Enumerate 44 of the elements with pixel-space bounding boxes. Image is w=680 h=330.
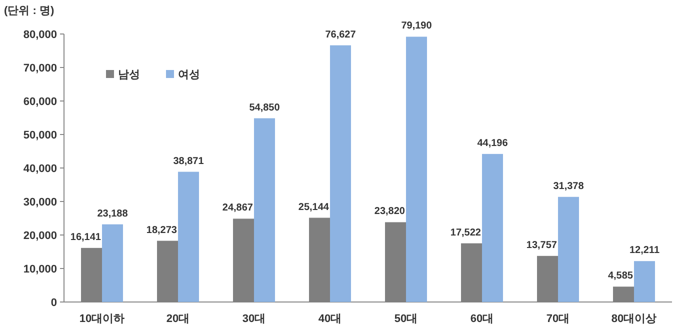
y-tick-label: 70,000 [23,62,57,74]
data-label: 12,211 [629,245,660,256]
bar [254,118,275,302]
bar [406,36,427,302]
y-tick-label: 50,000 [23,130,57,142]
data-label: 31,378 [553,180,584,192]
bar [482,154,503,302]
bar [330,45,351,302]
data-label: 24,867 [222,202,254,214]
x-tick-label: 80대이상 [611,313,657,325]
data-label: 4,585 [608,270,634,282]
data-label: 54,850 [249,102,280,114]
data-label: 76,627 [325,29,356,40]
data-label: 25,144 [298,202,330,213]
legend-label: 여성 [178,69,200,81]
y-axis-title: (단위 : 명) [4,5,54,17]
y-tick-label: 30,000 [23,196,57,208]
x-tick-label: 30대 [242,313,266,325]
bar [634,261,655,302]
bar [558,196,579,302]
x-tick-label: 60대 [470,313,494,325]
legend-label: 남성 [118,69,140,81]
data-label: 23,188 [97,208,128,220]
y-tick-label: 20,000 [23,230,57,242]
y-tick-label: 0 [50,297,57,309]
y-tick-label: 60,000 [23,96,57,108]
data-label: 44,196 [477,138,508,149]
y-tick-label: 40,000 [23,163,57,175]
data-label: 17,522 [450,227,482,238]
x-tick-label: 50대 [394,313,418,325]
data-label: 79,190 [401,20,432,32]
y-tick-label: 80,000 [23,29,57,41]
data-label: 38,871 [173,156,204,167]
x-tick-label: 20대 [166,313,190,325]
y-tick-label: 10,000 [23,264,57,276]
bar [102,224,123,302]
bar [178,172,199,302]
data-label: 18,273 [146,224,178,236]
data-label: 16,141 [70,232,102,243]
x-tick-label: 10대이하 [79,313,125,325]
data-label: 13,757 [526,240,558,251]
x-tick-label: 70대 [546,313,570,325]
x-tick-label: 40대 [318,313,342,325]
data-label: 23,820 [374,206,406,218]
